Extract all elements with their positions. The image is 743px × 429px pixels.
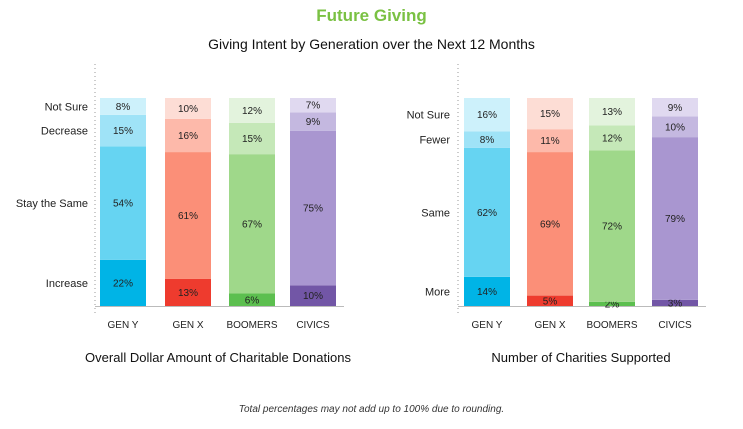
data-label: 72%	[602, 222, 622, 233]
data-label: 79%	[665, 214, 685, 225]
data-label: 3%	[668, 298, 683, 309]
series-label: Same	[421, 207, 450, 219]
category-label: CIVICS	[296, 320, 330, 331]
series-label: Not Sure	[45, 101, 88, 113]
bar-segment	[464, 98, 510, 132]
data-label: 9%	[668, 103, 683, 114]
data-label: 8%	[116, 102, 131, 113]
bar-segment	[165, 98, 211, 119]
bar-segment	[290, 98, 336, 113]
bar-segment	[165, 118, 211, 153]
category-label: GEN X	[172, 320, 203, 331]
bar-segment	[464, 131, 510, 148]
data-label: 22%	[113, 278, 133, 289]
data-label: 13%	[178, 288, 198, 299]
bar-segment	[100, 98, 146, 115]
data-label: 69%	[540, 219, 560, 230]
category-label: CIVICS	[658, 320, 692, 331]
bar-segment	[229, 293, 275, 306]
bar-segment	[229, 122, 275, 155]
data-label: 6%	[245, 295, 260, 306]
data-label: 13%	[602, 107, 622, 118]
chart-subtitle: Giving Intent by Generation over the Nex…	[208, 36, 535, 52]
bar-segment	[229, 98, 275, 123]
bar-segment	[589, 98, 635, 126]
bar-segment	[290, 285, 336, 306]
data-label: 9%	[306, 117, 321, 128]
bar-segment	[290, 112, 336, 131]
category-label: BOOMERS	[226, 320, 277, 331]
data-label: 54%	[113, 199, 133, 210]
bar-segment	[652, 299, 698, 306]
bar-segment	[527, 98, 573, 130]
bar-segment	[652, 137, 698, 300]
data-label: 2%	[605, 299, 620, 310]
bar-segment	[464, 147, 510, 277]
data-label: 5%	[543, 296, 558, 307]
bar-segment	[100, 146, 146, 260]
data-label: 10%	[303, 291, 323, 302]
data-label: 12%	[242, 106, 262, 117]
chart-1: 22% 54% 15% 8% GEN Y 13% 61% 16% 10% GEN X 6% 67% 15…	[16, 64, 351, 365]
data-label: 15%	[540, 109, 560, 120]
data-label: 15%	[242, 134, 262, 145]
bar-segment	[527, 295, 573, 306]
bar-segment	[229, 154, 275, 294]
data-label: 14%	[477, 287, 497, 298]
bar-segment	[589, 301, 635, 306]
bar-segment	[100, 114, 146, 147]
category-label: GEN Y	[108, 320, 139, 331]
bar-segment	[589, 150, 635, 302]
chart-2: 14% 62% 8% 16% GEN Y 5% 69% 11% 15% GEN X 2% 72% 12%…	[407, 64, 706, 365]
data-label: 10%	[178, 104, 198, 115]
bar-segment	[527, 152, 573, 296]
bar-segment	[464, 276, 510, 306]
data-label: 16%	[477, 110, 497, 121]
data-label: 15%	[113, 126, 133, 137]
data-label: 10%	[665, 122, 685, 133]
category-label: GEN Y	[472, 320, 503, 331]
bar-segment	[589, 125, 635, 151]
bar-segment	[527, 129, 573, 153]
data-label: 61%	[178, 211, 198, 222]
data-label: 67%	[242, 219, 262, 230]
bar-segment	[100, 259, 146, 306]
axis-caption: Overall Dollar Amount of Charitable Dona…	[85, 350, 351, 365]
bar-segment	[652, 116, 698, 138]
data-label: 8%	[480, 135, 495, 146]
data-label: 12%	[602, 133, 622, 144]
data-label: 7%	[306, 101, 321, 112]
data-label: 75%	[303, 204, 323, 215]
data-label: 62%	[477, 208, 497, 219]
series-label: Increase	[46, 278, 88, 290]
axis-caption: Number of Charities Supported	[491, 350, 670, 365]
series-label: Fewer	[419, 135, 450, 147]
footnote: Total percentages may not add up to 100%…	[238, 404, 505, 415]
data-label: 11%	[540, 136, 559, 147]
bar-segment	[165, 152, 211, 279]
series-label: Decrease	[41, 126, 88, 138]
series-label: Stay the Same	[16, 198, 88, 210]
bar-segment	[165, 278, 211, 306]
chart-title: Future Giving	[316, 6, 427, 25]
bar-segment	[290, 130, 336, 286]
data-label: 16%	[178, 131, 198, 142]
series-label: Not Sure	[407, 110, 450, 122]
bar-segment	[652, 98, 698, 117]
category-label: BOOMERS	[586, 320, 637, 331]
series-label: More	[425, 286, 450, 298]
category-label: GEN X	[534, 320, 565, 331]
